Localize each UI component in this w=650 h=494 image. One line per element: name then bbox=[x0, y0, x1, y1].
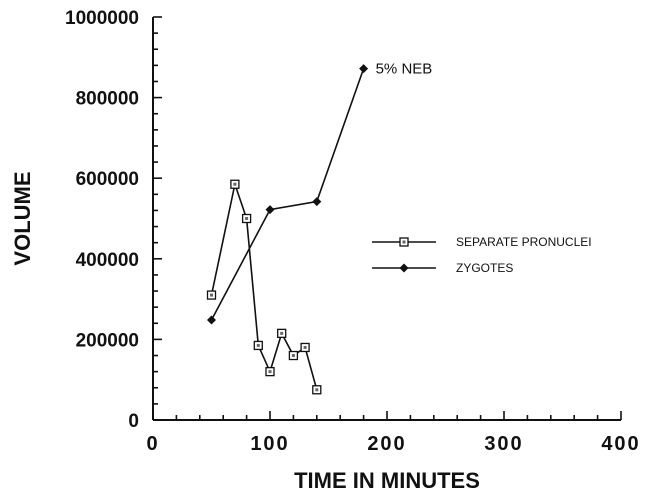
marker-dot bbox=[303, 345, 307, 349]
legend-label: ZYGOTES bbox=[456, 261, 513, 275]
data-point bbox=[265, 205, 275, 215]
labels: TIME IN MINUTES VOLUME 5% NEB bbox=[10, 61, 480, 493]
marker-dot bbox=[210, 293, 213, 297]
y-tick-label: 600000 bbox=[76, 169, 139, 190]
data-point bbox=[241, 213, 252, 224]
y-tick-label: 800000 bbox=[76, 89, 139, 110]
series-group bbox=[206, 64, 369, 395]
marker-dot bbox=[268, 370, 272, 374]
marker-dot bbox=[233, 182, 237, 186]
legend-marker bbox=[399, 263, 409, 273]
marker-dot bbox=[280, 331, 284, 335]
series-zygotes bbox=[207, 64, 369, 325]
legend-entry: SEPARATE PRONUCLEI bbox=[372, 235, 592, 249]
y-tick-label: 0 bbox=[128, 411, 139, 432]
data-point bbox=[207, 315, 216, 325]
annotation-label: 5% NEB bbox=[376, 61, 433, 78]
y-tick-label: 1000000 bbox=[65, 8, 139, 29]
data-point bbox=[253, 340, 263, 351]
x-tick-label: 400 bbox=[601, 433, 640, 455]
y-tick-label: 200000 bbox=[76, 330, 139, 351]
marker-dot bbox=[256, 343, 260, 347]
marker-dot bbox=[291, 354, 295, 358]
data-point bbox=[300, 342, 310, 353]
data-point bbox=[206, 290, 217, 300]
series-line bbox=[210, 68, 365, 321]
legend: SEPARATE PRONUCLEI ZYGOTES bbox=[372, 235, 592, 275]
y-tick-label: 400000 bbox=[76, 250, 139, 271]
legend-entry: ZYGOTES bbox=[372, 261, 513, 275]
data-point bbox=[359, 64, 369, 74]
ticks: 0 200000 400000 600000 800000 1000000 0 100 200 3… bbox=[65, 8, 640, 455]
legend-label: SEPARATE PRONUCLEI bbox=[456, 235, 592, 249]
marker-dot bbox=[245, 217, 249, 220]
marker-dot bbox=[315, 388, 319, 392]
marker-dot bbox=[402, 240, 406, 244]
data-point bbox=[265, 366, 275, 377]
x-tick-label: 0 bbox=[146, 433, 159, 455]
x-tick-label: 300 bbox=[484, 433, 523, 455]
x-tick-label: 100 bbox=[250, 433, 289, 455]
x-axis-title: TIME IN MINUTES bbox=[294, 468, 480, 493]
series-separate-pronuclei bbox=[206, 179, 322, 395]
legend-marker bbox=[399, 237, 409, 247]
data-point bbox=[277, 328, 287, 339]
y-axis-title: VOLUME bbox=[10, 171, 35, 265]
data-point bbox=[312, 385, 322, 395]
data-point bbox=[312, 197, 322, 207]
series-line bbox=[210, 181, 318, 390]
data-point bbox=[230, 179, 240, 189]
x-tick-label: 200 bbox=[367, 433, 406, 455]
data-point bbox=[288, 350, 299, 361]
